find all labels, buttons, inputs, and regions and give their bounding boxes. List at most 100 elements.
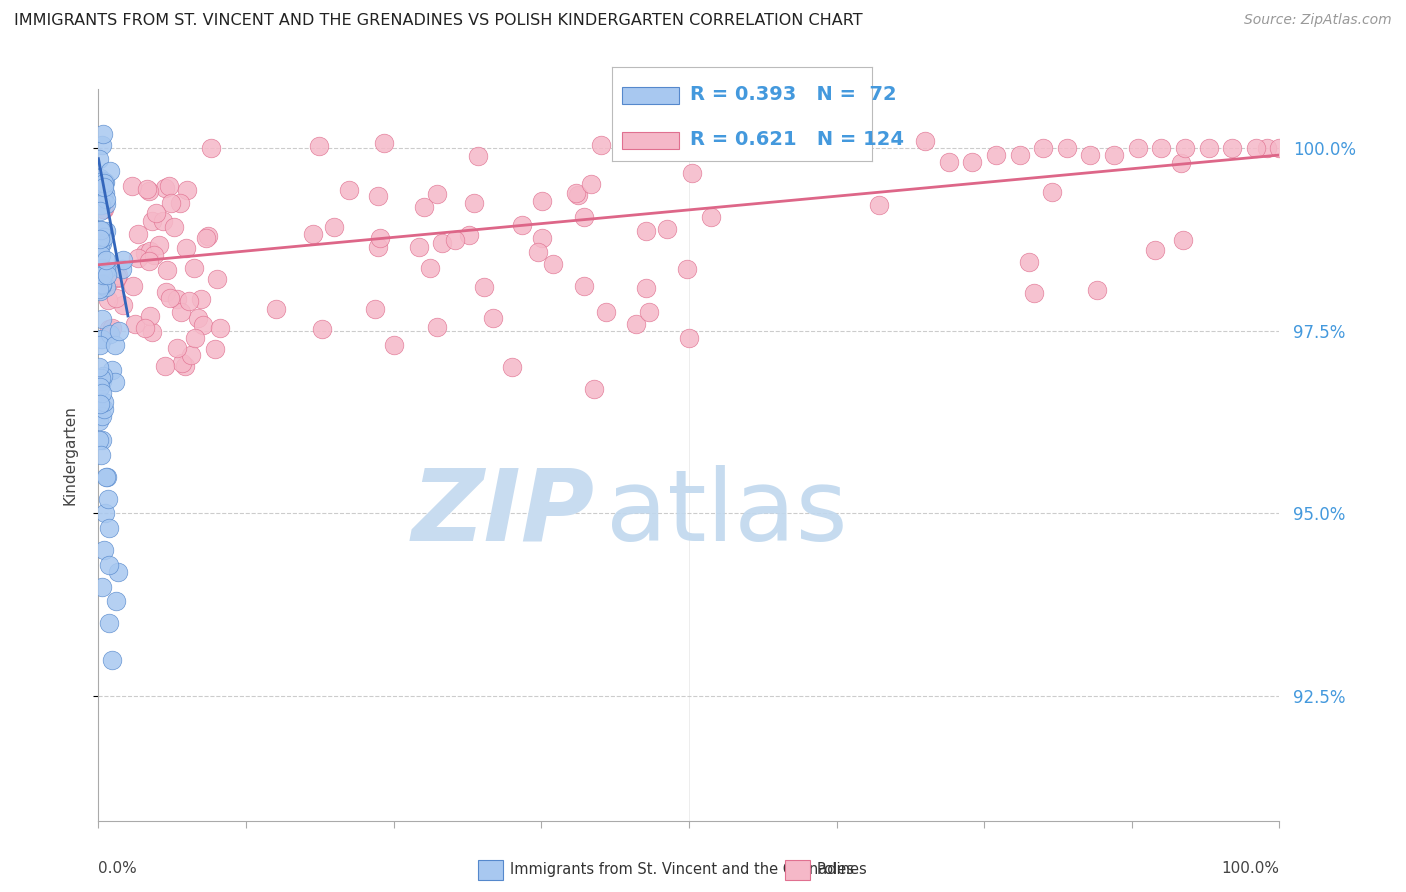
Point [91, 202, 114, 216]
Point [96, 280, 118, 294]
Point [104, 338, 127, 352]
Point [94, 253, 117, 268]
Point [89, 285, 111, 299]
Point [195, 231, 218, 245]
Point [700, 210, 723, 224]
Point [159, 195, 181, 210]
Point [96, 268, 118, 283]
Point [93, 179, 115, 194]
Point [94, 224, 117, 238]
Point [564, 186, 586, 200]
Point [186, 311, 208, 326]
Point [1174, 141, 1197, 155]
Point [311, 322, 333, 336]
Point [112, 252, 135, 267]
Point [108, 324, 131, 338]
Point [1220, 141, 1243, 155]
Point [139, 309, 162, 323]
Point [177, 293, 200, 308]
Point [984, 148, 1007, 162]
Point [567, 187, 589, 202]
Point [90, 277, 112, 291]
Point [127, 251, 149, 265]
Point [124, 317, 146, 331]
Point [1150, 141, 1173, 155]
Point [139, 244, 162, 259]
Point [111, 298, 134, 312]
Point [155, 285, 177, 299]
Point [90, 176, 112, 190]
Point [678, 331, 700, 345]
Point [209, 321, 232, 335]
Point [94, 186, 117, 200]
Point [264, 301, 287, 316]
Point [1024, 286, 1046, 301]
Point [148, 237, 170, 252]
Point [1085, 283, 1108, 297]
Point [89, 232, 111, 246]
Point [90, 580, 112, 594]
Point [174, 241, 197, 255]
Point [583, 382, 606, 396]
Point [868, 197, 890, 211]
Point [595, 305, 617, 319]
Point [122, 279, 145, 293]
Point [107, 268, 129, 283]
Point [89, 360, 111, 375]
Point [1056, 141, 1078, 155]
Point [172, 355, 194, 369]
Point [173, 359, 195, 373]
Point [98, 558, 121, 572]
Point [87, 152, 110, 166]
Point [93, 395, 115, 409]
Point [90, 332, 112, 346]
Point [163, 219, 186, 234]
Point [97, 276, 120, 290]
Point [1032, 141, 1054, 155]
Point [463, 195, 485, 210]
Point [90, 261, 112, 276]
Point [100, 363, 122, 377]
Point [467, 149, 489, 163]
Point [159, 291, 181, 305]
Point [408, 240, 430, 254]
Point [89, 338, 111, 352]
Point [1171, 233, 1194, 247]
Point [572, 210, 595, 224]
Point [100, 321, 122, 335]
Point [89, 204, 111, 219]
Point [636, 281, 658, 295]
Point [155, 359, 177, 373]
Point [169, 196, 191, 211]
Point [94, 197, 117, 211]
Point [90, 138, 112, 153]
Point [89, 223, 111, 237]
Point [1170, 156, 1192, 170]
Point [93, 229, 115, 244]
Text: IMMIGRANTS FROM ST. VINCENT AND THE GRENADINES VS POLISH KINDERGARTEN CORRELATIO: IMMIGRANTS FROM ST. VINCENT AND THE GREN… [14, 13, 863, 29]
Point [91, 312, 114, 326]
Point [98, 164, 121, 178]
Point [121, 178, 143, 193]
Point [89, 434, 111, 448]
Point [90, 229, 112, 244]
Point [637, 305, 659, 319]
Point [107, 270, 129, 285]
Point [156, 262, 179, 277]
Point [323, 219, 346, 234]
Point [143, 248, 166, 262]
Point [93, 543, 115, 558]
Point [93, 402, 115, 417]
Bar [621, 132, 679, 149]
Point [97, 491, 120, 506]
Point [472, 280, 495, 294]
Point [97, 293, 120, 308]
Point [111, 262, 134, 277]
Point [510, 218, 533, 232]
Point [97, 521, 120, 535]
Point [90, 278, 112, 293]
Point [138, 253, 160, 268]
Point [426, 187, 449, 202]
Text: Source: ZipAtlas.com: Source: ZipAtlas.com [1244, 13, 1392, 28]
Point [90, 448, 112, 462]
